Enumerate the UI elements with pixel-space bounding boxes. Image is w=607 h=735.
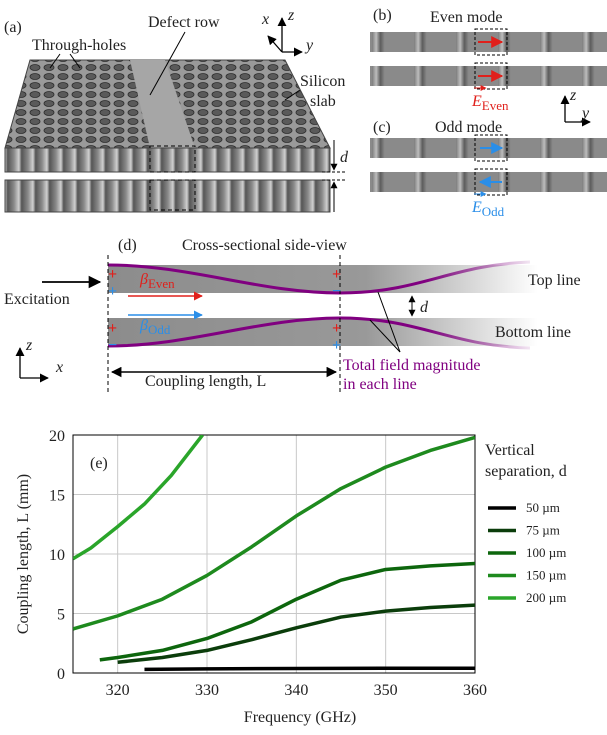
- pointer: [149, 31, 186, 96]
- panel-title: Cross-sectional side-view: [182, 237, 347, 254]
- top-line-label: Top line: [528, 272, 581, 289]
- defect-box: [474, 28, 508, 56]
- y-tick-label: 10: [49, 547, 65, 564]
- panel-a: (a) Through-holes Defect row Silicon sla…: [4, 7, 349, 213]
- pointer: [369, 319, 401, 353]
- legend-title: separation, d: [485, 463, 567, 480]
- chart: (e) Frequency (GHz) Coupling length, L (…: [15, 428, 567, 726]
- defect-box: [474, 62, 508, 90]
- plot-frame: [72, 434, 476, 674]
- beta-subscript: Odd: [148, 322, 171, 337]
- legend-title: Vertical: [485, 442, 535, 459]
- axis-label: z: [25, 337, 33, 354]
- beta-odd-label: βOdd: [139, 317, 171, 337]
- excitation-label: Excitation: [4, 291, 70, 308]
- series-line: [117, 603, 475, 665]
- upper-slab-front: [4, 147, 331, 173]
- axis-label: y: [304, 37, 314, 54]
- silicon-label: Silicon: [300, 73, 345, 90]
- legend-label: 75 µm: [526, 523, 560, 538]
- series-line: [144, 666, 475, 672]
- series-line: [73, 435, 204, 561]
- panel-label: (d): [118, 237, 137, 254]
- x-axis-title: Frequency (GHz): [244, 709, 356, 726]
- defect-row-label: Defect row: [148, 14, 220, 31]
- x-tick-label: 340: [284, 682, 308, 699]
- through-holes-label: Through-holes: [32, 37, 126, 54]
- legend-label: 200 µm: [526, 590, 566, 605]
- pointer: [49, 53, 61, 69]
- field-label: EEven: [471, 93, 509, 113]
- panel-label: (a): [4, 19, 22, 36]
- charge: −: [332, 283, 341, 300]
- charge: +: [108, 266, 117, 283]
- field-symbol: E: [471, 199, 482, 216]
- series-line: [99, 561, 475, 662]
- defect-box: [474, 134, 508, 162]
- charge: +: [108, 320, 117, 337]
- axis-label: z: [287, 7, 295, 24]
- d-label: d: [340, 149, 349, 166]
- legend-label: 100 µm: [526, 545, 566, 560]
- panel-label: (b): [373, 7, 392, 24]
- axis-arrow: [267, 35, 283, 53]
- y-tick-label: 15: [49, 488, 65, 505]
- legend-label: 50 µm: [526, 500, 560, 515]
- beta-symbol: β: [139, 317, 148, 334]
- charge: +: [332, 337, 341, 354]
- axis-label: x: [55, 359, 63, 376]
- y-axis-title: Coupling length, L (mm): [15, 474, 32, 634]
- panel-label: (e): [90, 455, 108, 472]
- y-tick-label: 0: [57, 666, 65, 683]
- coupling-label: Coupling length, L: [145, 373, 266, 390]
- series-line: [73, 435, 475, 631]
- lower-slab: [4, 179, 331, 213]
- field-label: EOdd: [471, 199, 505, 219]
- bottom-line-label: Bottom line: [495, 324, 571, 341]
- axis-label: x: [261, 11, 269, 28]
- panel-c: (c) Odd mode EOdd z y: [370, 87, 607, 219]
- defect-box: [149, 145, 196, 173]
- panel-label: (c): [373, 119, 391, 136]
- charge: +: [332, 320, 341, 337]
- d-label: d: [420, 299, 429, 316]
- axis-label: z: [569, 87, 577, 104]
- y-tick-label: 5: [57, 607, 65, 624]
- slab-label: slab: [310, 93, 336, 110]
- panel-title: Even mode: [430, 9, 502, 26]
- axis-label: y: [580, 105, 590, 122]
- beta-symbol: β: [139, 271, 148, 288]
- x-tick-label: 330: [195, 682, 219, 699]
- field-note: in each line: [343, 376, 417, 393]
- legend-label: 150 µm: [526, 568, 566, 583]
- pointer: [69, 53, 81, 69]
- charge: +: [332, 266, 341, 283]
- defect-box: [149, 179, 196, 211]
- charge: +: [108, 283, 117, 300]
- charge: −: [108, 337, 117, 354]
- field-note: Total field magnitude: [343, 357, 481, 374]
- x-tick-label: 320: [106, 682, 130, 699]
- pointer: [284, 89, 301, 101]
- panel-title: Odd mode: [435, 119, 502, 136]
- beta-subscript: Even: [148, 276, 175, 291]
- x-tick-label: 360: [463, 682, 487, 699]
- beta-even-label: βEven: [139, 271, 175, 291]
- field-subscript: Even: [482, 98, 509, 113]
- y-tick-label: 20: [49, 428, 65, 445]
- field-symbol: E: [471, 93, 482, 110]
- pointer: [377, 291, 401, 353]
- panel-d: (d) Cross-sectional side-view Coupling l…: [4, 237, 581, 393]
- defect-row: [130, 60, 195, 148]
- panel-b: (b) Even mode EEven: [370, 7, 607, 113]
- field-subscript: Odd: [482, 204, 505, 219]
- x-tick-label: 350: [374, 682, 398, 699]
- defect-box: [474, 168, 508, 196]
